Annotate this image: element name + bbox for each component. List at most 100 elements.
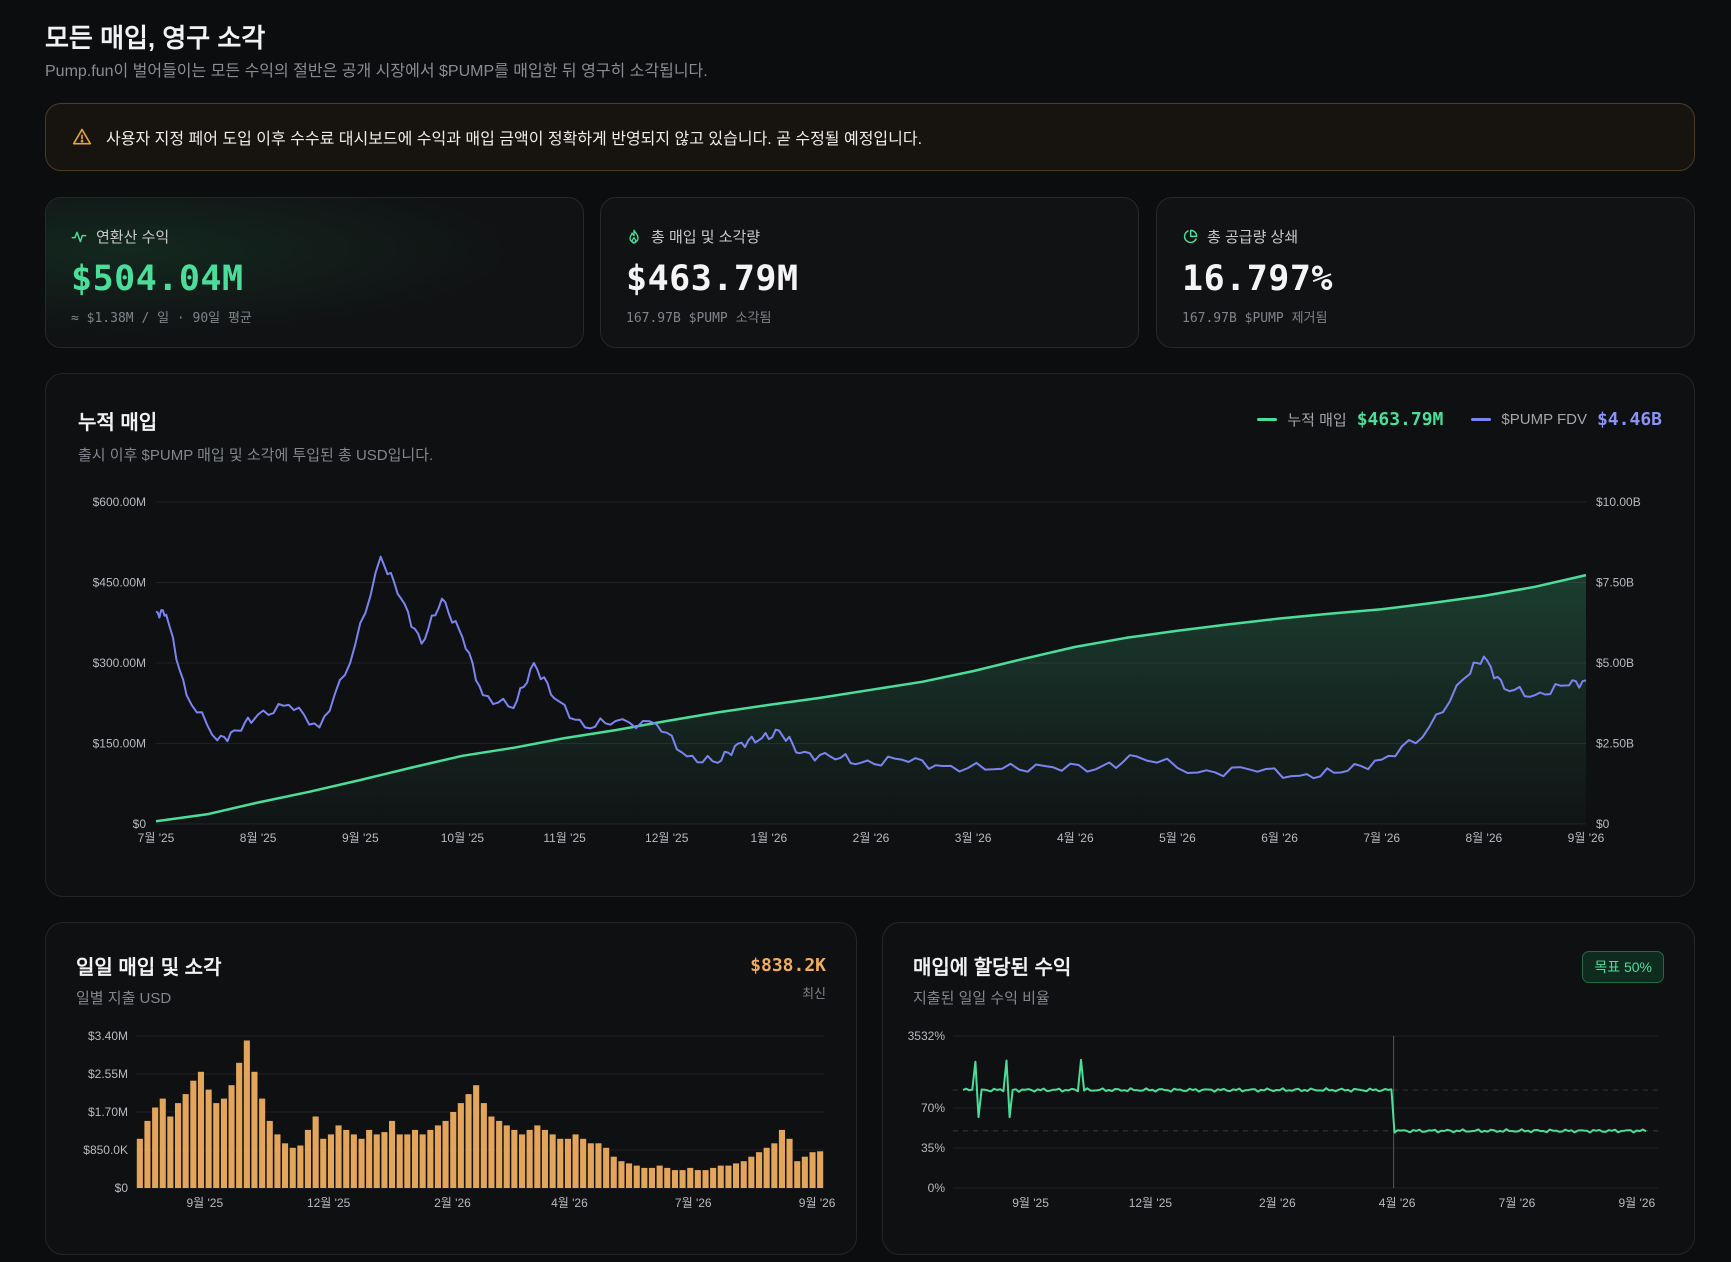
x-tick-label: 4월 '26 [551,1196,588,1210]
x-tick-label: 7월 '26 [1499,1196,1536,1210]
daily-bar [251,1071,258,1188]
warning-banner: 사용자 지정 페어 도입 이후 수수료 대시보드에 수익과 매입 금액이 정확하… [45,103,1695,171]
warning-text: 사용자 지정 페어 도입 이후 수수료 대시보드에 수익과 매입 금액이 정확하… [106,131,923,148]
kpi-label: 연환산 수익 [96,229,170,246]
daily-bar [733,1163,740,1188]
daily-bar [381,1132,388,1188]
daily-bar [312,1116,319,1188]
kpi-subtext: 167.97B $PUMP 제거됨 [1182,311,1328,326]
y-tick-label: $0 [115,1181,129,1195]
x-tick-label: 7월 '26 [1363,831,1400,845]
daily-bar [450,1112,457,1188]
daily-bar [136,1138,143,1188]
warning-triangle-icon [72,128,92,145]
allocation-line [962,1058,1647,1134]
y-tick-label: $2.55M [88,1067,128,1081]
y-left-tick-label: $0 [133,817,147,831]
daily-bar [656,1165,663,1188]
daily-bar [618,1161,625,1188]
x-tick-label: 3월 '26 [955,831,992,845]
daily-bar [534,1125,541,1188]
page-subtitle: Pump.fun이 벌어들이는 모든 수익의 절반은 공개 시장에서 $PUMP… [45,63,708,80]
daily-bar [626,1163,633,1188]
daily-bar [412,1129,419,1188]
daily-bar [671,1170,678,1188]
x-tick-label: 10월 '25 [441,831,485,845]
buyback-line [155,573,1587,823]
daily-bar [809,1152,816,1188]
daily-bar [794,1161,801,1188]
daily-bar [159,1098,166,1188]
daily-bar [297,1145,304,1188]
activity-icon [71,231,87,242]
daily-bar [771,1143,778,1188]
y-left-tick-label: $300.00M [93,656,146,670]
kpi-subtext: ≈ $1.38M / 일 · 90일 평균 [71,311,252,326]
daily-bar [228,1085,235,1188]
daily-bar [817,1151,824,1188]
daily-bar [480,1103,487,1188]
legend-value-fdv: $4.46B [1596,409,1662,430]
daily-bar [786,1138,793,1188]
daily-bar [243,1040,250,1188]
x-tick-label: 11월 '25 [543,831,586,845]
y-tick-label: $850.0K [83,1143,128,1157]
x-tick-label: 7월 '26 [675,1196,712,1210]
legend-value-buyback: $463.79M [1356,409,1444,430]
daily-bar [144,1120,151,1188]
kpi-supply-offset: 총 공급량 상쇄 16.797% 167.97B $PUMP 제거됨 [1156,197,1695,348]
daily-bar [266,1120,273,1188]
kpi-subtext: 167.97B $PUMP 소각됨 [626,311,772,326]
daily-bar [725,1165,732,1188]
daily-bar [236,1062,243,1188]
x-tick-label: 1월 '26 [751,831,788,845]
y-right-tick-label: $10.00B [1596,495,1641,509]
x-tick-label: 2월 '26 [1259,1196,1296,1210]
daily-bar [320,1138,327,1188]
daily-bar [327,1134,334,1188]
daily-bar [648,1167,655,1188]
daily-bar [603,1147,610,1188]
daily-bar [580,1138,587,1188]
x-tick-label: 8월 '26 [1466,831,1503,845]
daily-bar [404,1134,411,1188]
kpi-total-buyback: 총 매입 및 소각량 $463.79M 167.97B $PUMP 소각됨 [600,197,1139,348]
daily-bar [343,1129,350,1188]
daily-bar [350,1134,357,1188]
x-tick-label: 9월 '26 [799,1196,836,1210]
daily-bar [549,1134,556,1188]
panel-subtitle: 지출된 일일 수익 비율 [913,990,1050,1007]
daily-bar [748,1156,755,1188]
x-tick-label: 2월 '26 [853,831,890,845]
daily-bar [717,1165,724,1188]
x-tick-label: 5월 '26 [1159,831,1196,845]
daily-bar [205,1089,212,1188]
legend-swatch-buyback [1257,418,1278,421]
chart-legend: 누적 매입 $463.79M $PUMP FDV $4.46B [1257,409,1662,430]
legend-label-buyback: 누적 매입 [1287,412,1347,429]
daily-bar [496,1120,503,1188]
daily-bar [694,1170,701,1188]
daily-bar [389,1120,396,1188]
daily-bar [710,1167,717,1188]
panel-subtitle: 출시 이후 $PUMP 매입 및 소각에 투입된 총 USD입니다. [78,447,434,464]
latest-value: $838.2K [750,955,826,976]
x-tick-label: 4월 '26 [1057,831,1094,845]
panel-title: 매입에 할당된 수익 [913,957,1072,979]
daily-bar [419,1134,426,1188]
pie-chart-icon [1183,229,1198,243]
kpi-value: $504.04M [71,259,244,299]
x-tick-label: 4월 '26 [1379,1196,1416,1210]
daily-bar [197,1071,204,1188]
daily-bar [702,1170,709,1188]
x-tick-label: 9월 '25 [1012,1196,1049,1210]
y-tick-label: $3.40M [88,1029,128,1043]
daily-bar [541,1129,548,1188]
daily-bar [756,1152,763,1188]
page-title: 모든 매입, 영구 소각 [45,23,266,53]
y-left-tick-label: $600.00M [93,495,146,509]
daily-bar [434,1125,441,1188]
daily-bar [763,1147,770,1188]
daily-bar [442,1120,449,1188]
daily-bar [664,1167,671,1188]
